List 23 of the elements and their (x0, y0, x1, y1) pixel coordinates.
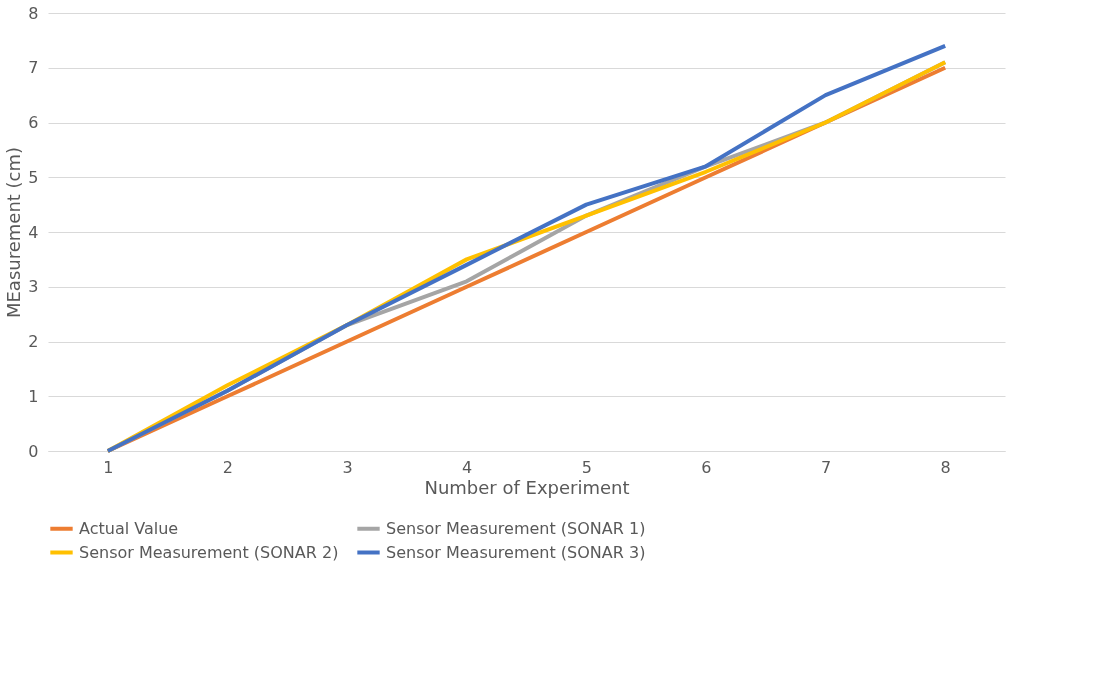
legend-label: Actual Value (79, 518, 179, 538)
x-tick-label: 3 (342, 457, 353, 477)
y-tick-label: 5 (28, 167, 39, 187)
x-axis-title: Number of Experiment (424, 476, 630, 498)
x-tick-label: 6 (701, 457, 712, 477)
y-tick-label: 4 (28, 222, 39, 242)
legend-label: Sensor Measurement (SONAR 2) (79, 542, 339, 562)
x-tick-label: 7 (820, 457, 832, 477)
x-tick-label: 8 (940, 457, 951, 477)
y-axis-title: MEasurement (cm) (3, 146, 25, 319)
y-tick-label: 8 (28, 3, 39, 23)
legend-label: Sensor Measurement (SONAR 3) (386, 542, 646, 562)
y-tick-label: 3 (28, 277, 39, 297)
x-tick-label: 2 (222, 457, 234, 477)
y-tick-label: 0 (28, 441, 39, 461)
y-tick-label: 2 (28, 332, 39, 351)
y-tick-label: 7 (28, 58, 39, 78)
x-tick-label: 1 (103, 457, 114, 477)
y-tick-label: 1 (28, 386, 39, 406)
legend-label: Sensor Measurement (SONAR 1) (386, 518, 646, 538)
x-tick-label: 5 (581, 457, 592, 477)
x-tick-label: 4 (462, 457, 473, 477)
y-tick-label: 6 (28, 113, 39, 132)
